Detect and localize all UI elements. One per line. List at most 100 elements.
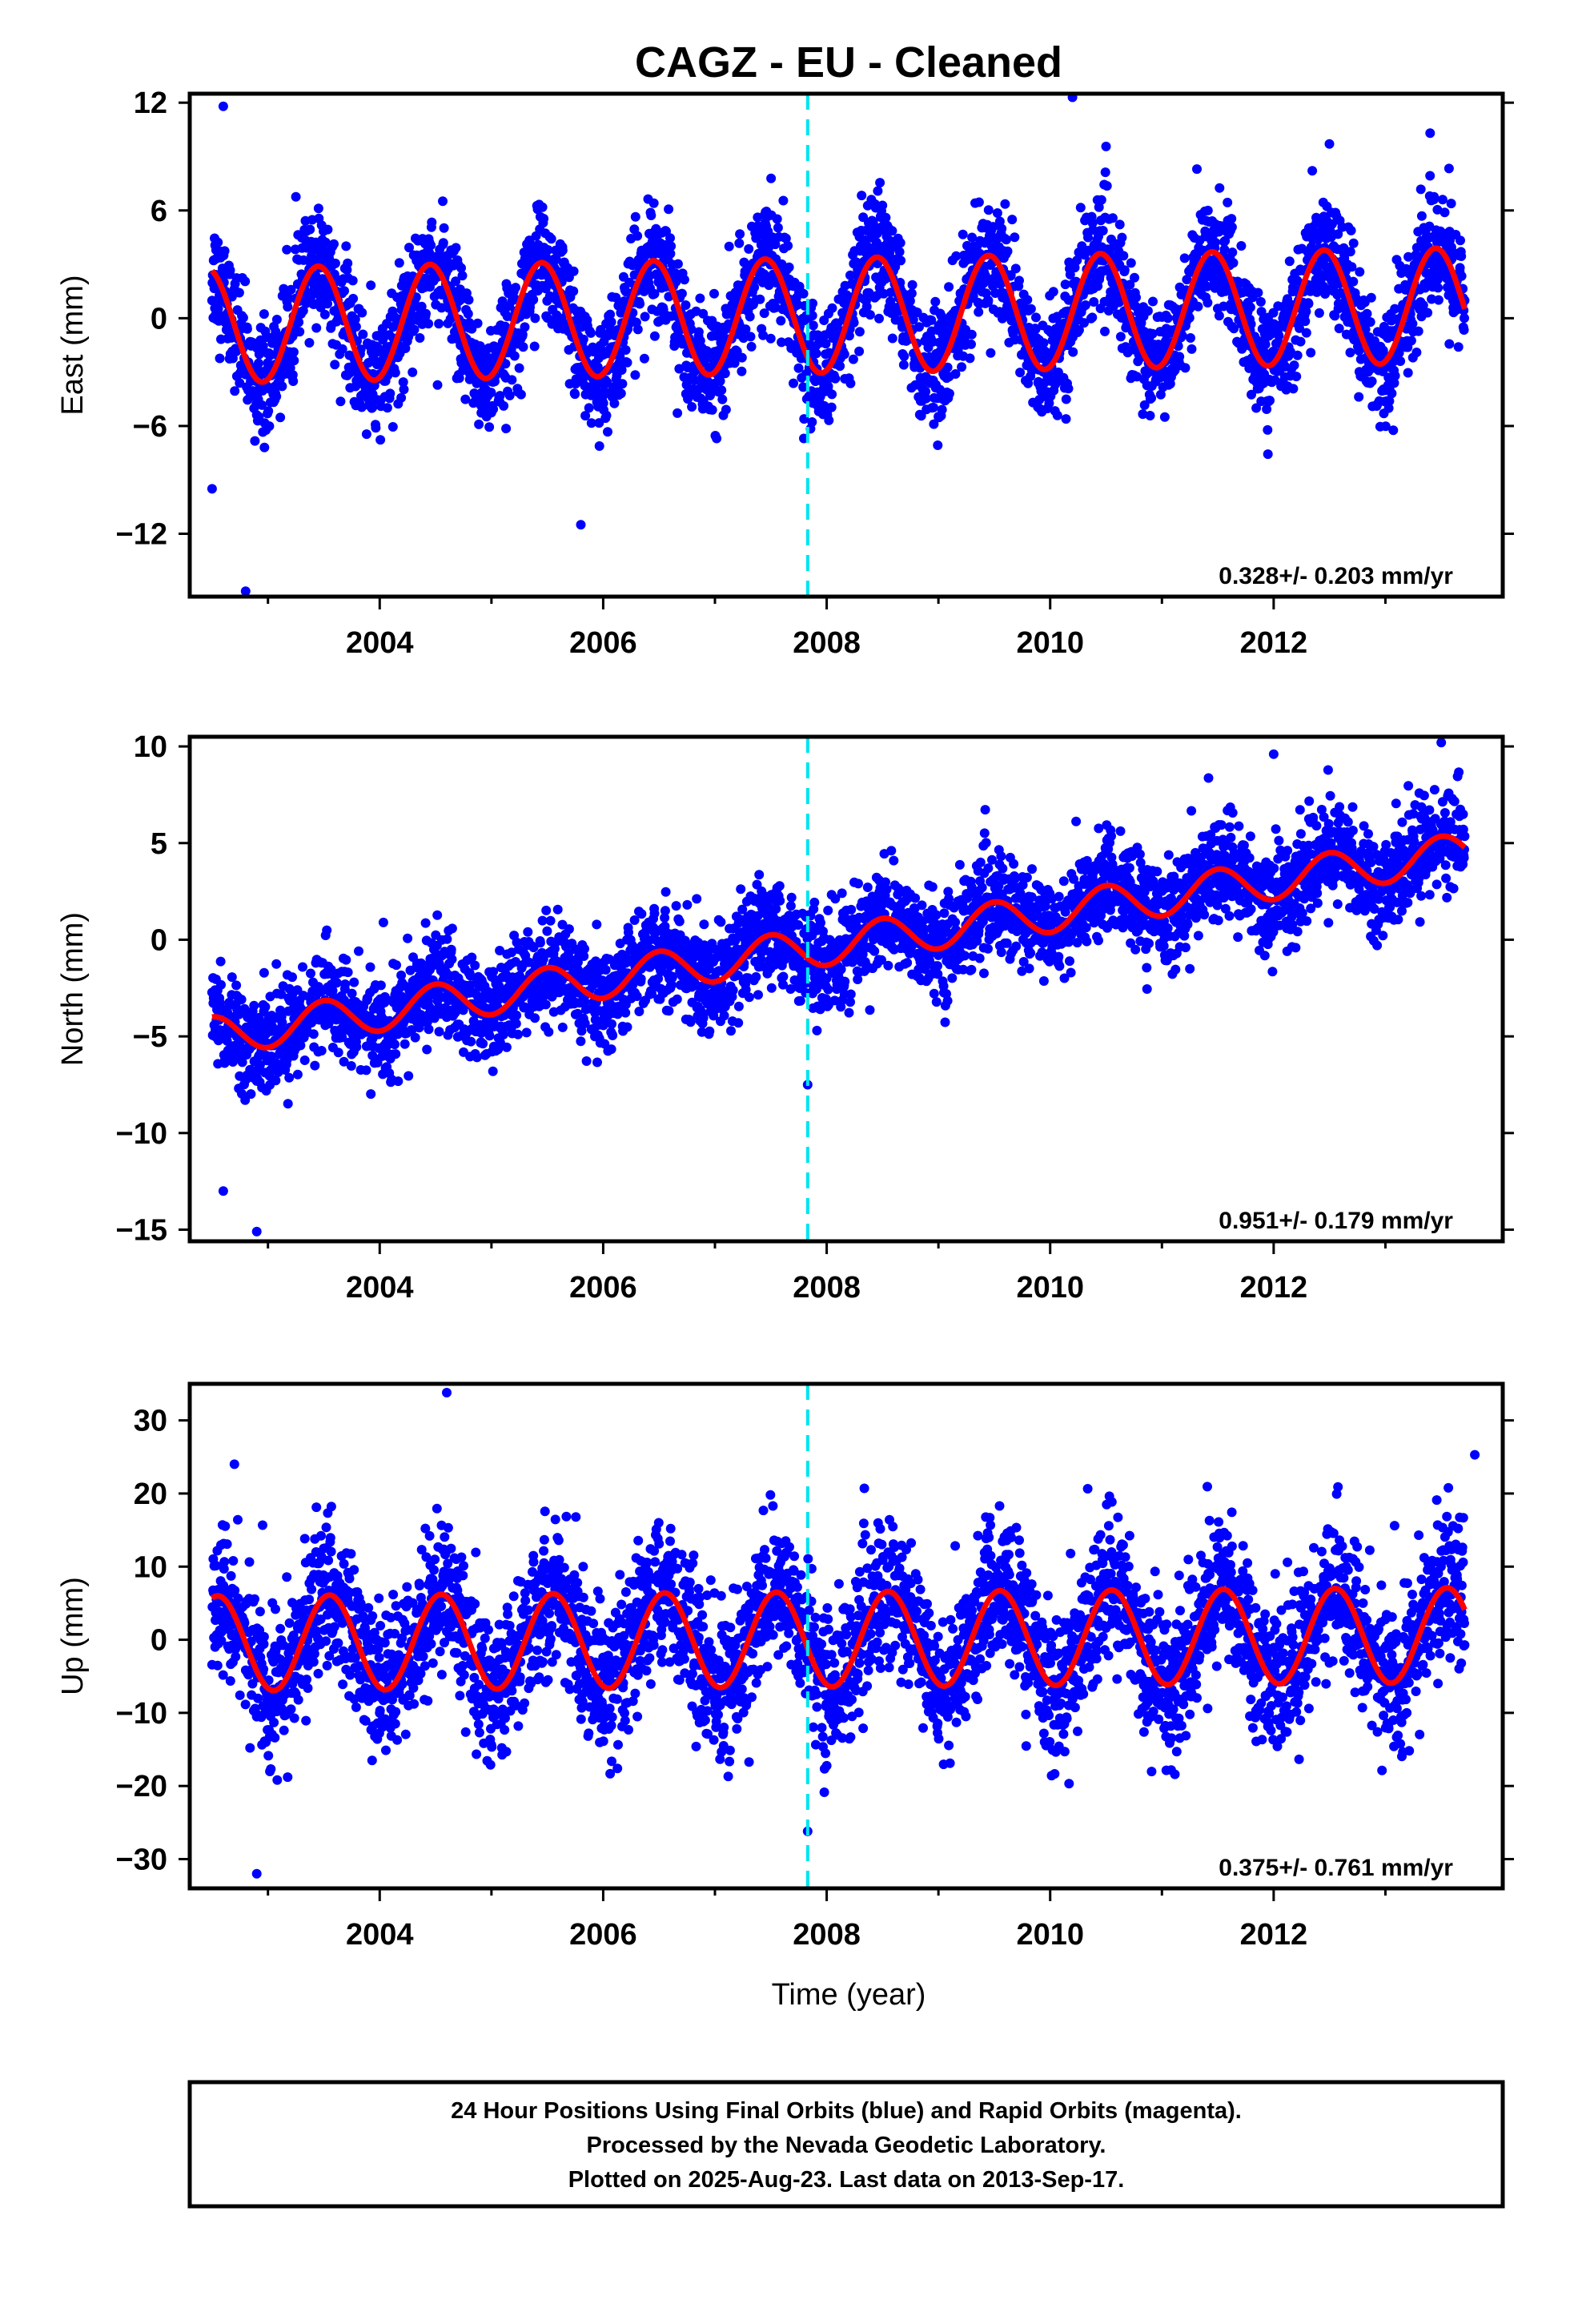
data-point bbox=[504, 390, 515, 400]
data-point bbox=[316, 1046, 327, 1055]
data-point bbox=[686, 324, 697, 335]
data-point bbox=[351, 322, 361, 332]
data-point bbox=[304, 338, 315, 348]
data-point bbox=[1348, 276, 1359, 287]
data-point bbox=[592, 1057, 602, 1068]
data-point bbox=[1236, 241, 1247, 251]
data-point bbox=[501, 1042, 512, 1052]
y-tick-label: −6 bbox=[133, 410, 167, 444]
data-point bbox=[635, 299, 645, 309]
data-point bbox=[607, 1019, 616, 1029]
data-point bbox=[1215, 183, 1225, 193]
data-point bbox=[308, 1029, 319, 1039]
data-point bbox=[737, 366, 747, 376]
data-point bbox=[709, 288, 719, 299]
data-point bbox=[894, 247, 905, 257]
data-point bbox=[1390, 371, 1400, 381]
data-point bbox=[819, 316, 829, 325]
data-point bbox=[1367, 376, 1377, 387]
data-point bbox=[944, 388, 954, 399]
data-point bbox=[271, 959, 282, 969]
data-point bbox=[367, 402, 378, 412]
data-point bbox=[606, 1044, 616, 1055]
data-point bbox=[439, 223, 449, 233]
data-point bbox=[282, 244, 292, 255]
data-point bbox=[1260, 340, 1271, 350]
data-point bbox=[310, 1060, 320, 1071]
data-point bbox=[488, 1066, 498, 1076]
data-point bbox=[1460, 313, 1469, 324]
data-point bbox=[606, 317, 616, 328]
data-point bbox=[630, 370, 640, 380]
data-point bbox=[1139, 400, 1150, 410]
data-point bbox=[337, 344, 347, 354]
data-point bbox=[1288, 384, 1299, 394]
data-point bbox=[1455, 263, 1465, 273]
data-point bbox=[1080, 300, 1090, 310]
data-point bbox=[632, 324, 643, 335]
data-point bbox=[681, 300, 691, 310]
y-axis-label: East (mm) bbox=[56, 275, 90, 415]
data-point bbox=[933, 440, 943, 450]
data-point bbox=[793, 363, 804, 373]
data-point bbox=[1355, 267, 1365, 277]
data-point bbox=[789, 378, 798, 388]
data-point bbox=[1148, 296, 1158, 307]
data-point bbox=[1182, 275, 1192, 285]
data-point bbox=[249, 1000, 259, 1011]
data-point bbox=[665, 233, 675, 243]
data-point bbox=[687, 402, 697, 412]
data-point bbox=[1193, 301, 1203, 312]
data-point bbox=[588, 347, 599, 357]
data-point bbox=[1300, 316, 1311, 327]
data-point bbox=[1125, 279, 1135, 290]
data-point bbox=[755, 294, 765, 304]
data-point bbox=[454, 373, 464, 384]
data-point bbox=[857, 191, 867, 201]
data-point bbox=[1456, 235, 1465, 246]
data-point bbox=[770, 239, 781, 250]
data-point bbox=[835, 361, 845, 372]
data-point bbox=[227, 292, 237, 302]
data-point bbox=[715, 376, 725, 386]
data-point bbox=[798, 288, 809, 299]
data-point bbox=[1456, 251, 1467, 261]
data-point bbox=[426, 240, 436, 251]
data-point bbox=[1100, 326, 1110, 336]
data-point bbox=[698, 308, 709, 319]
data-point bbox=[988, 222, 998, 232]
data-point bbox=[772, 214, 782, 224]
data-point bbox=[209, 283, 219, 294]
data-point bbox=[254, 358, 263, 368]
data-point bbox=[495, 391, 505, 401]
data-point bbox=[1301, 328, 1311, 338]
data-point bbox=[1014, 275, 1024, 286]
data-point bbox=[874, 313, 884, 324]
data-point bbox=[488, 404, 499, 414]
outlier-point bbox=[218, 101, 228, 111]
data-point bbox=[271, 315, 282, 324]
data-point bbox=[1087, 218, 1098, 228]
data-point bbox=[393, 1076, 404, 1087]
data-point bbox=[1446, 199, 1456, 209]
data-point bbox=[905, 296, 915, 306]
data-point bbox=[306, 968, 315, 979]
data-point bbox=[603, 427, 612, 437]
y-tick-label: 6 bbox=[151, 195, 167, 228]
data-point bbox=[521, 1027, 532, 1038]
data-point bbox=[1415, 184, 1426, 195]
x-tick-label: 2008 bbox=[793, 626, 861, 660]
data-point bbox=[529, 341, 540, 352]
data-point bbox=[823, 381, 833, 392]
data-point bbox=[1115, 332, 1126, 342]
data-point bbox=[271, 392, 282, 401]
data-point bbox=[451, 276, 461, 287]
data-point bbox=[1413, 326, 1423, 336]
data-point bbox=[1096, 195, 1106, 205]
data-point bbox=[664, 204, 674, 215]
data-point bbox=[1002, 246, 1013, 256]
data-point bbox=[827, 389, 837, 400]
data-point bbox=[564, 924, 574, 935]
data-point bbox=[1138, 409, 1148, 420]
